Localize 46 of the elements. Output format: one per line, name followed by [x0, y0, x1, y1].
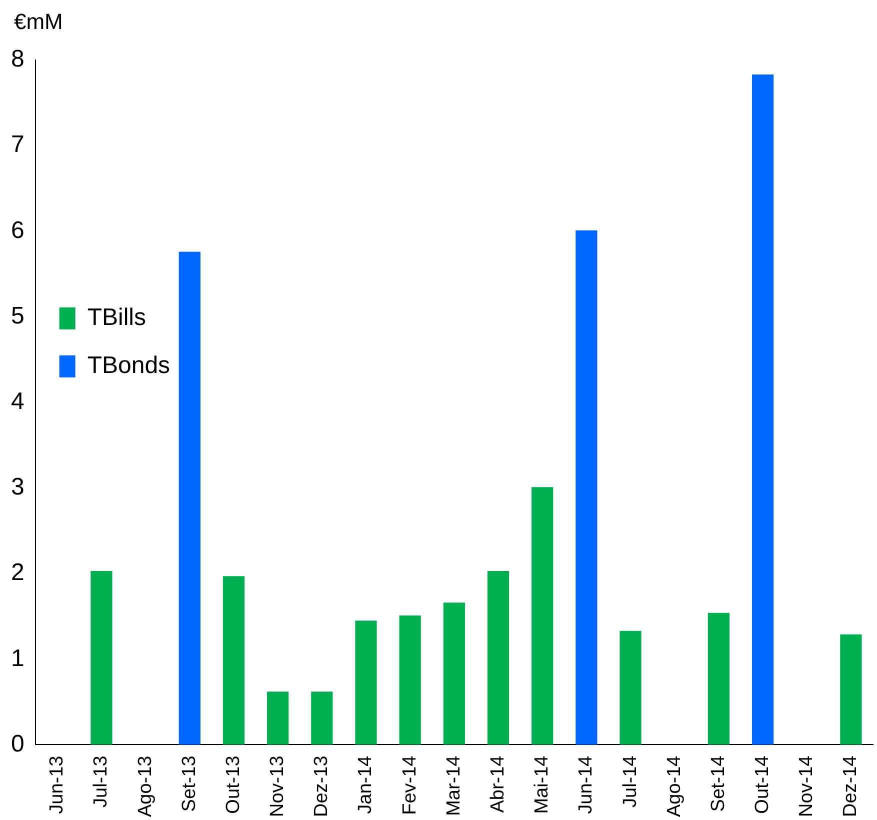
bar [840, 634, 862, 745]
x-tick-label: Fev-14 [399, 755, 420, 815]
bar [178, 252, 200, 745]
y-tick-label: 1 [10, 644, 24, 672]
bar [222, 576, 245, 745]
y-tick-label: 8 [10, 46, 24, 73]
x-tick-label: Nov-13 [267, 756, 288, 817]
x-tick-label: Mai-14 [532, 755, 553, 814]
x-tick-label: Mar-14 [443, 755, 464, 816]
y-tick-label: 6 [10, 216, 24, 244]
x-tick-label: Ago-14 [664, 755, 685, 818]
bar [576, 230, 598, 745]
y-tick-label: 5 [10, 302, 24, 330]
x-tick-label: Jan-14 [355, 755, 376, 814]
x-tick-label: Jun-14 [576, 755, 597, 814]
x-tick-label: Nov-14 [796, 755, 818, 817]
y-tick-label: 0 [10, 730, 24, 758]
x-tick-label: Abr-14 [487, 755, 508, 813]
x-tick-label: Jun-13 [46, 756, 68, 814]
bar [311, 692, 333, 745]
y-tick-label: 7 [10, 131, 24, 158]
x-tick-label: Ago-13 [134, 756, 156, 818]
x-tick-label: Dez-13 [311, 756, 332, 817]
x-tick-label: Dez-14 [840, 755, 862, 817]
x-tick-label: Jul-13 [90, 756, 112, 808]
bar [443, 602, 465, 745]
bar [620, 630, 642, 745]
bar [267, 692, 289, 745]
bar [399, 615, 421, 745]
legend-label: TBills [87, 304, 146, 331]
x-tick-label: Set-14 [708, 755, 729, 812]
y-tick-label: 4 [10, 388, 24, 415]
x-tick-label: Jul-14 [620, 755, 641, 808]
legend-label: TBonds [87, 352, 170, 379]
bar [487, 570, 510, 745]
x-tick-label: Out-13 [222, 756, 244, 814]
x-tick-label: Set-13 [178, 756, 200, 812]
bar [708, 612, 730, 745]
bar [752, 74, 774, 745]
y-axis-title: €mM [14, 9, 63, 34]
bar [532, 487, 554, 745]
y-tick-label: 3 [10, 474, 24, 501]
bar [90, 570, 112, 745]
x-tick-label: Out-14 [752, 755, 774, 814]
bar [355, 620, 377, 745]
y-tick-label: 2 [10, 559, 24, 586]
